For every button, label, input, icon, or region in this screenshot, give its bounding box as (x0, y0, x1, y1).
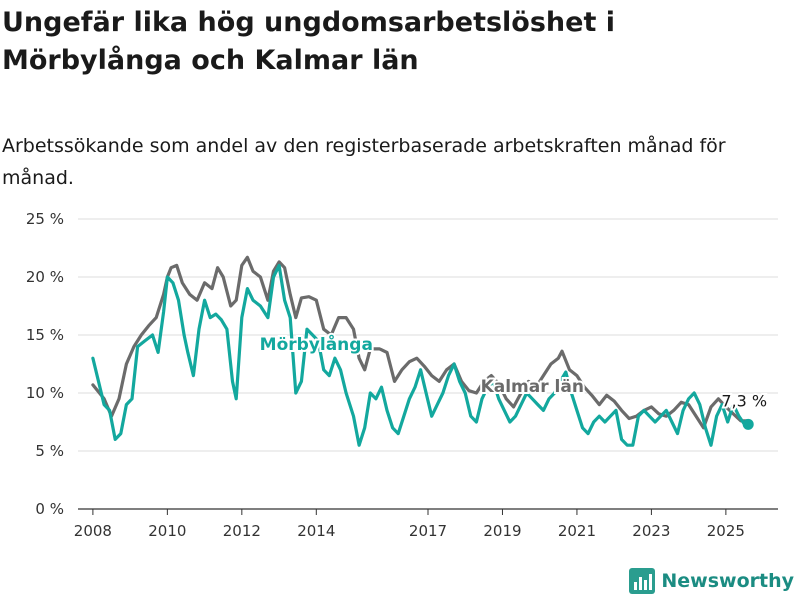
series-line-kalmar-l-n (91, 255, 750, 430)
x-tick-label: 2025 (707, 522, 745, 540)
series-label: Mörbylånga (260, 333, 373, 355)
x-tick-label: 2019 (483, 522, 521, 540)
end-point-marker (742, 418, 754, 430)
end-value-label: 7,3 % (721, 391, 767, 410)
x-tick-label: 2010 (148, 522, 186, 540)
series-label: Kalmar län (481, 377, 584, 397)
y-tick-label: 0 % (35, 500, 64, 518)
x-tick-label: 2023 (632, 522, 670, 540)
bar-chart-logo-icon (629, 568, 656, 594)
y-tick-label: 15 % (26, 326, 64, 344)
brand-logo: Newsworthy (629, 568, 794, 594)
y-tick-label: 5 % (35, 442, 64, 460)
y-tick-label: 20 % (26, 268, 64, 286)
y-tick-label: 25 % (26, 210, 64, 228)
series-line-m-rbyl-nga (91, 263, 750, 447)
x-tick-label: 2017 (409, 522, 447, 540)
grid-lines (78, 218, 778, 515)
chart-title: Ungefär lika hög ungdomsarbetslöshet i M… (2, 7, 616, 76)
x-tick-label: 2014 (297, 522, 335, 540)
series-lines (91, 255, 754, 447)
y-tick-label: 10 % (26, 384, 64, 402)
brand-name: Newsworthy (661, 570, 794, 592)
x-tick-label: 2012 (223, 522, 261, 540)
x-tick-label: 2021 (558, 522, 596, 540)
labels: 0 % 5 % 10 % 15 % 20 % 25 % 2008 2010 2012 2014 20… (26, 210, 769, 540)
chart-subtitle: Arbetssökande som andel av den registerb… (2, 135, 726, 189)
x-tick-label: 2008 (74, 522, 112, 540)
